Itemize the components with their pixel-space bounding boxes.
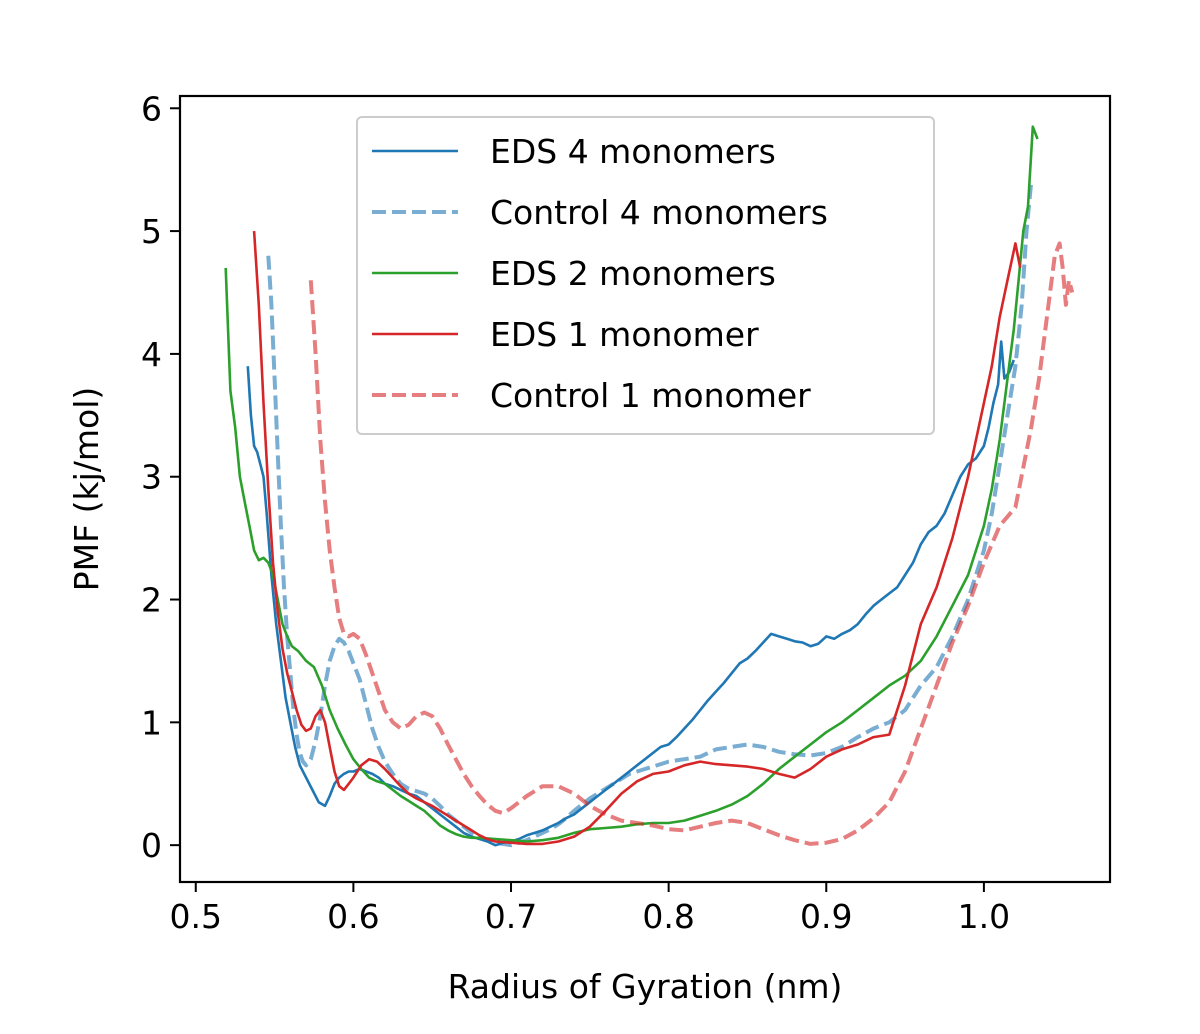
axes-frame <box>178 94 1112 884</box>
y-tick-label: 1 <box>141 703 162 742</box>
y-axis-label: PMF (kj/mol) <box>67 387 106 592</box>
y-tick-label: 3 <box>141 458 162 497</box>
legend-label-eds-4-monomers: EDS 4 monomers <box>490 132 776 171</box>
legend-entries: EDS 4 monomers Control 4 monomers EDS 2 mo… <box>372 132 828 415</box>
series-line-control-1-monomer <box>308 241 1075 846</box>
legend-label-control-4-monomers: Control 4 monomers <box>490 193 828 232</box>
x-tick-label: 0.6 <box>327 897 379 936</box>
plot-lines <box>224 125 1075 848</box>
x-tick-label: 1.0 <box>958 897 1010 936</box>
x-axis-label: Radius of Gyration (nm) <box>448 967 843 1006</box>
y-tick-label: 4 <box>141 335 162 374</box>
y-tick-label: 5 <box>141 212 162 251</box>
legend-box <box>356 116 935 435</box>
y-axis-ticks: 0 1 2 3 4 5 6 <box>141 89 180 865</box>
x-tick-label: 0.9 <box>800 897 852 936</box>
series-line-eds-4-monomers <box>246 340 1016 847</box>
y-tick-label: 2 <box>141 581 162 620</box>
series-line-eds-1-monomer <box>252 231 1022 846</box>
legend-label-eds-1-monomer: EDS 1 monomer <box>490 315 759 354</box>
legend-label-control-1-monomer: Control 1 monomer <box>490 376 811 415</box>
x-tick-label: 0.8 <box>642 897 694 936</box>
legend: EDS 4 monomers Control 4 monomers EDS 2 mo… <box>356 116 935 435</box>
x-axis-ticks: 0.5 0.6 0.7 0.8 0.9 1.0 <box>170 882 1010 936</box>
y-tick-label: 6 <box>141 89 162 128</box>
x-tick-label: 0.5 <box>170 897 222 936</box>
legend-label-eds-2-monomers: EDS 2 monomers <box>490 254 776 293</box>
y-tick-label: 0 <box>141 826 162 865</box>
x-tick-label: 0.7 <box>485 897 537 936</box>
series-line-eds-2-monomers <box>224 125 1039 843</box>
